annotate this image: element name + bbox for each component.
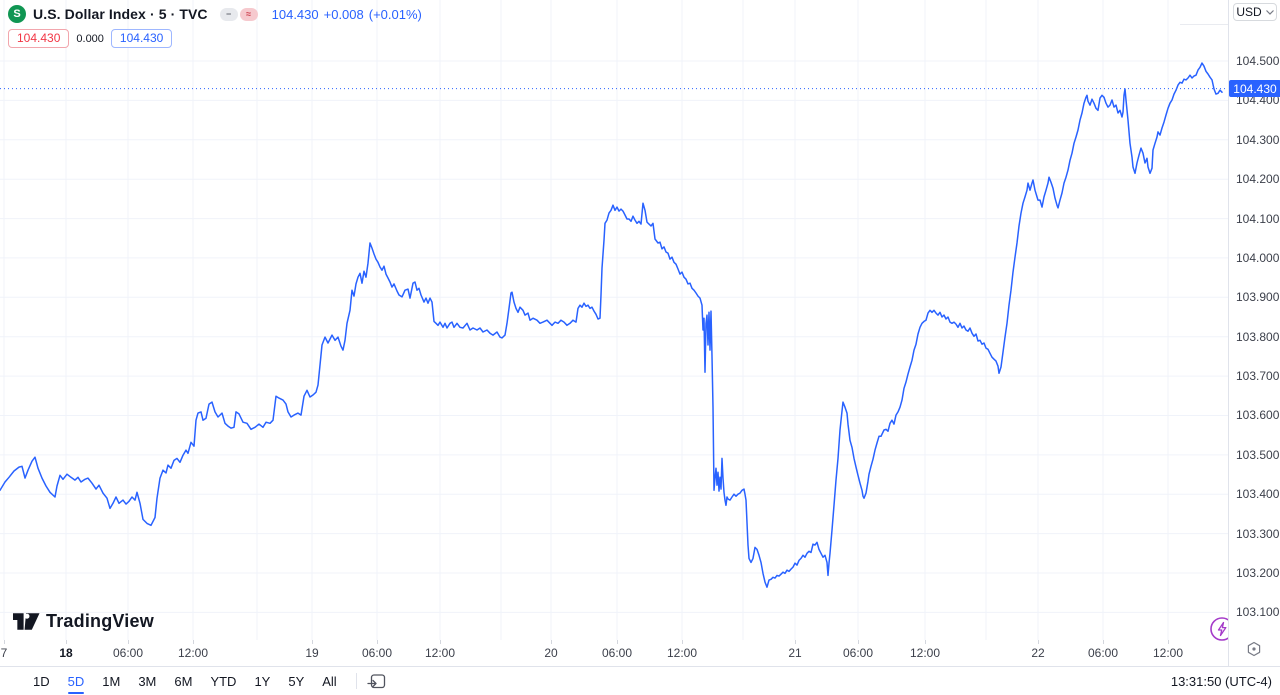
time-axis-tick (858, 640, 859, 644)
price-axis-label: 103.300 (1236, 526, 1280, 541)
time-axis-label: 20 (544, 646, 558, 660)
time-axis-tick (1168, 640, 1169, 644)
quote-values: 104.430 +0.008 (+0.01%) (272, 7, 422, 22)
time-axis-tick (440, 640, 441, 644)
time-axis-label: 06:00 (1087, 646, 1119, 660)
time-axis-tick (66, 640, 67, 644)
range-tab-6m[interactable]: 6M (174, 673, 193, 689)
buy-button[interactable]: 104.430 (110, 29, 173, 49)
price-line-series (0, 62, 1223, 588)
currency-selector-button[interactable]: USD (1233, 3, 1277, 21)
time-axis-label: 06:00 (112, 646, 144, 660)
range-tab-3m[interactable]: 3M (138, 673, 157, 689)
time-axis-label: 7 (0, 646, 8, 660)
price-chart-pane[interactable] (0, 0, 1228, 662)
time-axis-label: 12:00 (909, 646, 941, 660)
time-axis-tick (312, 640, 313, 644)
time-axis-label: 06:00 (601, 646, 633, 660)
range-tab-1m[interactable]: 1M (102, 673, 121, 689)
currency-label: USD (1236, 5, 1262, 19)
time-axis-label: 12:00 (666, 646, 698, 660)
clock-timestamp[interactable]: 13:31:50 (UTC-4) (1170, 673, 1272, 689)
price-axis-label: 104.200 (1236, 172, 1280, 187)
time-axis-tick (551, 640, 552, 644)
tradingview-watermark-label: TradingView (46, 611, 154, 631)
time-axis-tick (377, 640, 378, 644)
time-axis-label: 22 (1031, 646, 1045, 660)
last-price-value: 104.430 (271, 6, 319, 22)
time-axis-label: 12:00 (1152, 646, 1184, 660)
time-axis-tick (1038, 640, 1039, 644)
range-tab-5y[interactable]: 5Y (288, 673, 305, 689)
price-axis-label: 104.100 (1236, 211, 1280, 226)
toolbar-divider (355, 673, 357, 689)
price-axis-label: 103.700 (1236, 369, 1280, 384)
time-axis-label: 12:00 (424, 646, 456, 660)
time-axis-label: 06:00 (361, 646, 393, 660)
price-change-percent: (+0.01%) (368, 6, 422, 22)
range-tab-ytd[interactable]: YTD (210, 673, 237, 689)
range-tab-1d[interactable]: 1D (33, 673, 50, 689)
price-axis-label: 104.500 (1236, 54, 1280, 69)
approx-equals-icon[interactable]: ≈ (239, 7, 258, 21)
symbol-legend: S U.S. Dollar Index · 5 · TVC − ≈ 104.43… (8, 4, 422, 49)
price-axis-label: 103.200 (1236, 565, 1280, 580)
tradingview-watermark[interactable]: TradingView (13, 611, 154, 632)
time-axis-tick (1103, 640, 1104, 644)
time-axis-tick (682, 640, 683, 644)
price-axis-label: 104.300 (1236, 132, 1280, 147)
time-axis[interactable]: 7 18 06:00 12:00 19 06:00 12:00 20 06:00 12:00 21 0… (0, 640, 1228, 666)
time-axis-tick (4, 640, 5, 644)
time-axis-tick (617, 640, 618, 644)
time-axis-tick (795, 640, 796, 644)
date-range-tabs: 1D 5D 1M 3M 6M YTD 1Y 5Y All (24, 671, 346, 694)
price-axis-label: 103.100 (1236, 605, 1280, 620)
chevron-down-icon (1265, 9, 1274, 15)
sell-button[interactable]: 104.430 (8, 29, 70, 49)
range-tab-1y[interactable]: 1Y (254, 673, 271, 689)
symbol-logo-icon: S (8, 5, 26, 23)
price-axis-label: 103.500 (1236, 447, 1280, 462)
price-axis[interactable]: USD 104.500 104.400 104.300 104.200 104.100 1… (1228, 0, 1280, 666)
last-price-badge: 104.430 (1229, 80, 1280, 98)
price-axis-label: 104.000 (1236, 250, 1280, 265)
time-axis-tick (128, 640, 129, 644)
time-axis-tick (193, 640, 194, 644)
time-axis-label: 18 (59, 646, 73, 660)
time-axis-label: 06:00 (842, 646, 874, 660)
price-axis-label: 103.600 (1236, 408, 1280, 423)
time-axis-label: 12:00 (177, 646, 209, 660)
range-tab-all[interactable]: All (322, 673, 337, 689)
go-to-date-icon[interactable] (367, 672, 386, 691)
time-axis-tick (925, 640, 926, 644)
tradingview-logo-icon (13, 613, 40, 630)
footer-toolbar: 1D 5D 1M 3M 6M YTD 1Y 5Y All 13:31:50 (UTC-4) (0, 666, 1280, 695)
price-axis-label: 103.800 (1236, 329, 1280, 344)
price-change-value: +0.008 (323, 6, 364, 22)
time-axis-label: 19 (305, 646, 319, 660)
minus-icon[interactable]: − (219, 7, 238, 21)
symbol-title[interactable]: U.S. Dollar Index · 5 · TVC (33, 6, 208, 22)
spread-value: 0.000 (76, 32, 104, 45)
price-axis-label: 103.400 (1236, 487, 1280, 502)
price-axis-label: 103.900 (1236, 290, 1280, 305)
range-tab-5d[interactable]: 5D (59, 671, 94, 694)
axis-settings-icon[interactable] (1246, 641, 1262, 657)
time-axis-label: 21 (788, 646, 802, 660)
